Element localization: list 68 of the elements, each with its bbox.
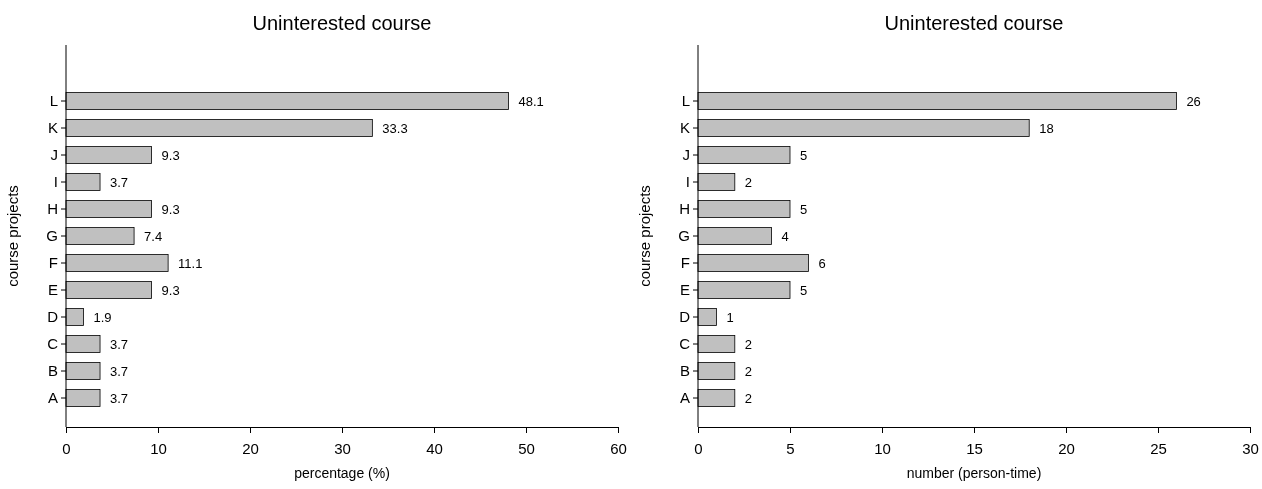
- data-label: 7.4: [144, 228, 163, 244]
- data-label: 2: [744, 336, 753, 352]
- y-tick-label: C: [47, 334, 59, 352]
- x-tick-label: 25: [1150, 440, 1167, 457]
- y-tick-label: B: [679, 361, 690, 379]
- data-label: 3.7: [110, 363, 129, 379]
- y-tick-label: F: [680, 253, 690, 271]
- y-tick-label: F: [48, 253, 58, 271]
- y-tick-label: E: [47, 280, 58, 298]
- y-axis-title: course projects: [636, 185, 653, 287]
- data-label: 26: [1186, 93, 1201, 109]
- y-tick-label: L: [681, 91, 690, 109]
- x-tick-label: 10: [874, 440, 891, 457]
- x-tick-label: 5: [786, 440, 795, 457]
- x-tick-label: 60: [610, 440, 627, 457]
- y-tick-label: B: [47, 361, 58, 379]
- data-label: 9.3: [161, 282, 180, 298]
- x-tick-label: 10: [150, 440, 167, 457]
- x-tick-label: 40: [426, 440, 443, 457]
- y-tick-label: D: [47, 307, 59, 325]
- y-tick-label: K: [679, 118, 690, 136]
- x-axis-title: number (person-time): [906, 465, 1042, 481]
- x-tick-label: 0: [62, 440, 71, 457]
- data-label: 3.7: [110, 174, 129, 190]
- data-label: 3.7: [110, 336, 129, 352]
- y-tick-label: I: [53, 172, 58, 190]
- data-label: 5: [800, 282, 808, 298]
- x-tick-label: 50: [518, 440, 535, 457]
- data-label: 2: [744, 174, 753, 190]
- y-tick-label: H: [47, 199, 58, 217]
- data-label: 33.3: [382, 120, 408, 136]
- data-label: 9.3: [161, 201, 180, 217]
- data-label: 1: [726, 309, 734, 325]
- y-tick-label: G: [678, 226, 690, 244]
- y-tick-label: A: [679, 388, 690, 406]
- data-label: 5: [800, 147, 808, 163]
- y-tick-label: A: [47, 388, 58, 406]
- x-tick-label: 20: [242, 440, 259, 457]
- x-tick-label: 30: [334, 440, 351, 457]
- y-tick-label: J: [682, 145, 690, 163]
- data-label: 5: [800, 201, 808, 217]
- y-tick-label: C: [679, 334, 691, 352]
- data-label: 6: [818, 255, 826, 271]
- x-tick-label: 15: [966, 440, 983, 457]
- y-tick-label: I: [685, 172, 690, 190]
- data-label: 48.1: [518, 93, 544, 109]
- x-tick-label: 0: [694, 440, 703, 457]
- y-tick-label: J: [50, 145, 58, 163]
- data-label: 4: [781, 228, 789, 244]
- y-axis-title: course projects: [4, 185, 21, 287]
- data-label: 9.3: [161, 147, 180, 163]
- chart-title: Uninterested course: [252, 12, 432, 34]
- data-label: 2: [744, 390, 753, 406]
- y-tick-label: L: [49, 91, 58, 109]
- y-tick-label: D: [679, 307, 691, 325]
- y-tick-label: H: [679, 199, 690, 217]
- x-tick-label: 30: [1242, 440, 1259, 457]
- data-label: 1.9: [93, 309, 112, 325]
- y-tick-label: G: [46, 226, 58, 244]
- data-label: 3.7: [110, 390, 129, 406]
- x-axis-title: percentage (%): [294, 465, 390, 481]
- chart-title: Uninterested course: [884, 12, 1064, 34]
- x-tick-label: 20: [1058, 440, 1075, 457]
- data-label: 2: [744, 363, 753, 379]
- y-tick-label: E: [679, 280, 690, 298]
- y-tick-label: K: [47, 118, 58, 136]
- data-label: 18: [1039, 120, 1054, 136]
- data-label: 11.1: [178, 255, 203, 271]
